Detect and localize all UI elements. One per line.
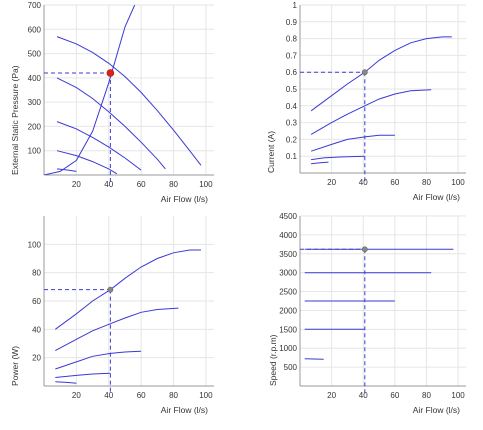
y-tick-label: 500 <box>28 50 42 59</box>
y-tick-label: 3500 <box>279 250 297 259</box>
series-line-2 <box>56 77 166 170</box>
y-tick-label: 40 <box>32 325 41 334</box>
y-tick-label: 0.6 <box>286 68 298 77</box>
chart-4: 20 40 60 80 100 500 1000 1500 2000 2500 3000 3500 40… <box>268 212 466 415</box>
y-axis-title: Power (W) <box>10 346 20 386</box>
series-line-2 <box>55 307 179 352</box>
y-tick-label: 300 <box>28 98 42 107</box>
y-tick-label: 0.9 <box>286 18 298 27</box>
series-line-1 <box>55 249 201 330</box>
x-tick-label: 60 <box>137 180 146 189</box>
operating-point-marker <box>107 286 114 293</box>
series-line-4 <box>56 150 118 175</box>
y-tick-label: 700 <box>28 1 42 10</box>
series-line-5 <box>311 161 329 165</box>
y-tick-label: 4500 <box>279 212 297 221</box>
y-tick-label: 500 <box>284 363 298 372</box>
series-line-4 <box>55 372 111 378</box>
y-tick-label: 0.5 <box>286 85 298 94</box>
x-tick-label: 80 <box>169 180 178 189</box>
y-tick-label: 2000 <box>279 306 297 315</box>
chart-1: 20 40 60 80 100 100 200 300 400 500 600 700 Air Flow… <box>10 1 214 204</box>
y-tick-label: 100 <box>28 147 42 156</box>
y-tick-label: 3000 <box>279 269 297 278</box>
series-line-2 <box>310 89 432 135</box>
series-line-1 <box>56 36 202 166</box>
y-tick-label: 4000 <box>279 231 297 240</box>
x-tick-label: 80 <box>422 178 431 187</box>
x-tick-label: 80 <box>169 391 178 400</box>
y-tick-label: 200 <box>28 122 42 131</box>
series-line-5 <box>56 168 77 172</box>
x-tick-label: 40 <box>104 180 113 189</box>
operating-point-marker <box>361 246 368 253</box>
y-tick-label: 0.8 <box>286 35 298 44</box>
y-tick-label: 0.1 <box>286 152 298 161</box>
y-tick-label: 2500 <box>279 288 297 297</box>
x-tick-label: 40 <box>359 178 368 187</box>
x-tick-label: 80 <box>422 391 431 400</box>
series-line-3 <box>310 134 395 152</box>
x-axis-title: Air Flow (l/s) <box>413 405 460 415</box>
x-axis-title: Air Flow (l/s) <box>161 405 208 415</box>
chart-3: 20 40 60 80 100 20 40 60 80 100 Air Flow (l/s) Powe… <box>10 216 214 415</box>
series-line-4 <box>311 155 365 161</box>
operating-point-marker <box>361 69 368 76</box>
x-tick-label: 100 <box>451 178 465 187</box>
x-tick-label: 20 <box>327 391 336 400</box>
y-axis-title: Speed (r.p.m) <box>268 334 278 386</box>
series-line-6 <box>44 5 136 175</box>
y-tick-label: 0.4 <box>286 102 298 111</box>
y-tick-label: 20 <box>32 354 41 363</box>
x-tick-label: 40 <box>104 391 113 400</box>
y-tick-label: 0.2 <box>286 135 298 144</box>
series-line-1 <box>310 36 452 112</box>
y-tick-label: 0.3 <box>286 119 298 128</box>
y-tick-label: 80 <box>32 269 41 278</box>
y-tick-label: 0.7 <box>286 51 298 60</box>
chart-2: 20 40 60 80 100 0.1 0.2 0.3 0.4 0.5 0.6 0.7 0.8 0.9 1 A… <box>266 1 466 202</box>
series-line-3 <box>55 350 142 370</box>
x-tick-label: 100 <box>199 180 213 189</box>
x-tick-label: 20 <box>72 391 81 400</box>
x-tick-label: 60 <box>137 391 146 400</box>
x-tick-label: 20 <box>327 178 336 187</box>
series-line-5 <box>55 381 77 384</box>
y-tick-label: 600 <box>28 25 42 34</box>
x-tick-label: 40 <box>359 391 368 400</box>
y-tick-label: 100 <box>28 240 42 249</box>
x-tick-label: 20 <box>72 180 81 189</box>
x-axis-title: Air Flow (l/s) <box>161 194 208 204</box>
x-tick-label: 60 <box>390 178 399 187</box>
x-axis-title: Air Flow (l/s) <box>413 192 460 202</box>
y-tick-label: 60 <box>32 297 41 306</box>
y-axis-title: Current (A) <box>266 131 276 173</box>
x-tick-label: 100 <box>199 391 213 400</box>
y-tick-label: 1500 <box>279 325 297 334</box>
series-line-3 <box>56 121 142 171</box>
x-tick-label: 60 <box>390 391 399 400</box>
y-tick-label: 400 <box>28 74 42 83</box>
y-tick-label: 1000 <box>279 344 297 353</box>
x-tick-label: 100 <box>451 391 465 400</box>
y-axis-title: External Static Pressure (Pa) <box>10 65 20 175</box>
y-tick-label: 1 <box>293 1 298 10</box>
operating-point-marker <box>106 69 115 77</box>
